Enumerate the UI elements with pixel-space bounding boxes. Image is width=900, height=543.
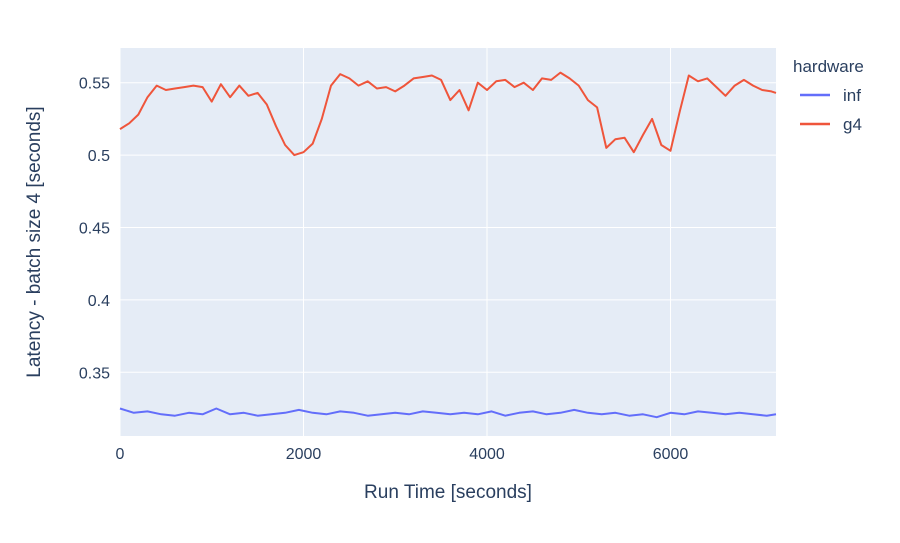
y-tick-label: 0.35 <box>79 365 110 382</box>
y-axis-title: Latency - batch size 4 [seconds] <box>24 106 45 377</box>
y-tick-label: 0.45 <box>79 221 110 238</box>
grid-lines <box>119 48 776 436</box>
y-tick-label: 0.5 <box>88 148 110 165</box>
series-line-inf[interactable] <box>119 407 777 419</box>
legend-item-inf[interactable]: inf <box>800 86 861 105</box>
y-tick-label: 0.55 <box>79 76 110 93</box>
tick-labels: 0.35 0.4 0.45 0.5 0.55 0 2000 4000 6000 <box>79 76 689 463</box>
x-tick-label: 0 <box>116 446 125 463</box>
series-lines <box>119 71 777 419</box>
legend-item-g4[interactable]: g4 <box>800 115 862 134</box>
x-tick-label: 4000 <box>469 446 505 463</box>
y-tick-label: 0.4 <box>88 293 110 310</box>
plot-background <box>120 48 776 436</box>
legend-label-inf: inf <box>843 86 861 105</box>
legend: hardware inf g4 <box>793 57 864 134</box>
series-line-g4[interactable] <box>119 71 777 157</box>
x-axis-title: Run Time [seconds] <box>364 482 532 503</box>
legend-label-g4: g4 <box>843 115 862 134</box>
legend-title: hardware <box>793 57 864 76</box>
x-tick-label: 2000 <box>286 446 322 463</box>
x-tick-label: 6000 <box>653 446 689 463</box>
